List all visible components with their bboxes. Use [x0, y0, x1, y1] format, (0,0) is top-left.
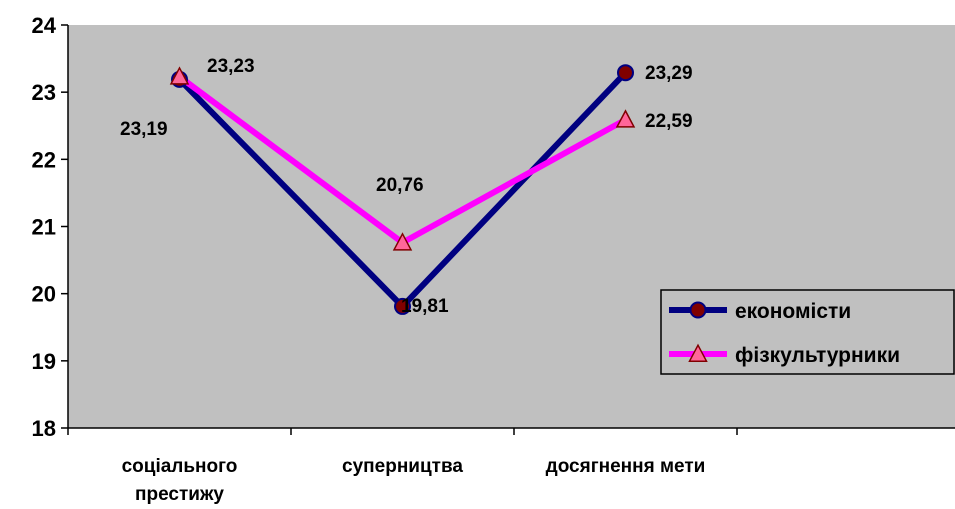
data-label: 23,23 — [207, 56, 255, 77]
x-axis: соціального престижу суперництва досягнення… — [67, 427, 955, 505]
legend-label: економісти — [735, 300, 851, 323]
data-labels: 23,19 19,81 23,29 23,23 20,76 22,59 — [120, 56, 693, 317]
y-tick-label: 20 — [32, 282, 56, 307]
legend: економісти фізкультурники — [660, 289, 955, 375]
x-tick-label: соціального — [122, 456, 238, 477]
x-tick-label: престижу — [135, 484, 224, 505]
series-markers-athletes — [169, 66, 636, 251]
x-tick-label: досягнення мети — [546, 456, 706, 477]
data-point — [394, 297, 411, 315]
data-point — [615, 109, 636, 128]
y-tick-label: 18 — [32, 416, 56, 441]
legend-swatch-marker — [688, 343, 708, 362]
legend-item: економісти — [669, 300, 851, 323]
y-tick-label: 19 — [32, 349, 56, 374]
series-layer — [169, 64, 636, 315]
data-point — [392, 232, 413, 251]
data-label: 20,76 — [376, 175, 424, 196]
legend-label: фізкультурники — [735, 344, 900, 367]
data-point — [617, 64, 634, 82]
y-tick-label: 21 — [32, 215, 56, 240]
legend-item: фізкультурники — [669, 343, 900, 367]
data-label: 23,29 — [645, 63, 693, 84]
x-tick-label: суперництва — [342, 456, 463, 477]
legend-swatch-marker — [689, 301, 707, 319]
y-axis: 18 19 20 21 22 23 24 — [32, 13, 69, 441]
y-tick-label: 22 — [32, 147, 56, 172]
legend-box — [660, 289, 955, 375]
data-label: 19,81 — [401, 296, 449, 317]
y-tick-label: 23 — [32, 80, 56, 105]
y-tick-label: 24 — [32, 13, 57, 38]
data-label: 22,59 — [645, 111, 693, 132]
data-point — [169, 66, 190, 85]
data-label: 23,19 — [120, 119, 168, 140]
